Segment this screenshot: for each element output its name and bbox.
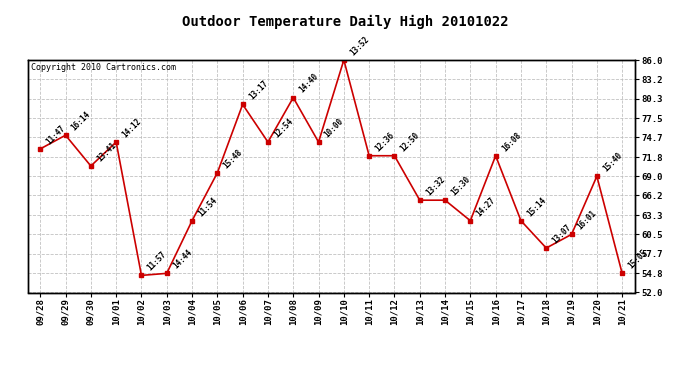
Text: 13:32: 13:32 — [424, 175, 446, 197]
Text: 12:36: 12:36 — [373, 130, 396, 153]
Text: 15:30: 15:30 — [449, 175, 472, 197]
Text: 12:54: 12:54 — [272, 117, 295, 139]
Text: 10:00: 10:00 — [323, 117, 346, 139]
Text: 13:41: 13:41 — [95, 141, 118, 163]
Text: Outdoor Temperature Daily High 20101022: Outdoor Temperature Daily High 20101022 — [181, 15, 509, 29]
Text: 15:14: 15:14 — [525, 195, 548, 218]
Text: 16:01: 16:01 — [575, 209, 598, 232]
Text: 15:05: 15:05 — [627, 248, 649, 271]
Text: Copyright 2010 Cartronics.com: Copyright 2010 Cartronics.com — [30, 63, 176, 72]
Text: 14:12: 14:12 — [120, 117, 143, 139]
Text: 14:40: 14:40 — [297, 72, 320, 95]
Text: 14:27: 14:27 — [475, 195, 497, 218]
Text: 11:47: 11:47 — [44, 123, 67, 146]
Text: 15:40: 15:40 — [601, 151, 624, 174]
Text: 15:48: 15:48 — [221, 147, 244, 170]
Text: 11:54: 11:54 — [196, 195, 219, 218]
Text: 13:07: 13:07 — [551, 222, 573, 245]
Text: 16:08: 16:08 — [500, 130, 522, 153]
Text: 13:52: 13:52 — [348, 34, 371, 57]
Text: 11:57: 11:57 — [146, 250, 168, 273]
Text: 12:50: 12:50 — [399, 130, 422, 153]
Text: 14:44: 14:44 — [171, 248, 194, 271]
Text: 13:17: 13:17 — [247, 79, 270, 102]
Text: 16:14: 16:14 — [70, 110, 92, 132]
